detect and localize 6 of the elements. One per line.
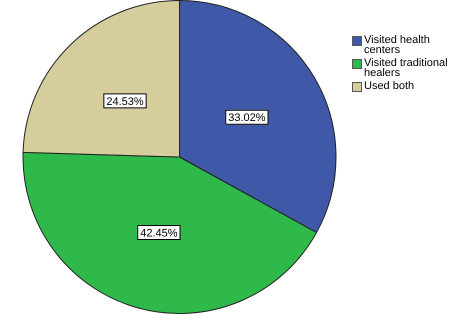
- data-label: 33.02%: [228, 112, 266, 124]
- legend-label: Used both: [364, 80, 414, 92]
- data-label: 42.45%: [140, 228, 178, 240]
- legend-label: Visited health centers: [364, 34, 431, 56]
- data-label: 24.53%: [106, 96, 144, 108]
- legend-label: Visited traditional healers: [364, 57, 449, 79]
